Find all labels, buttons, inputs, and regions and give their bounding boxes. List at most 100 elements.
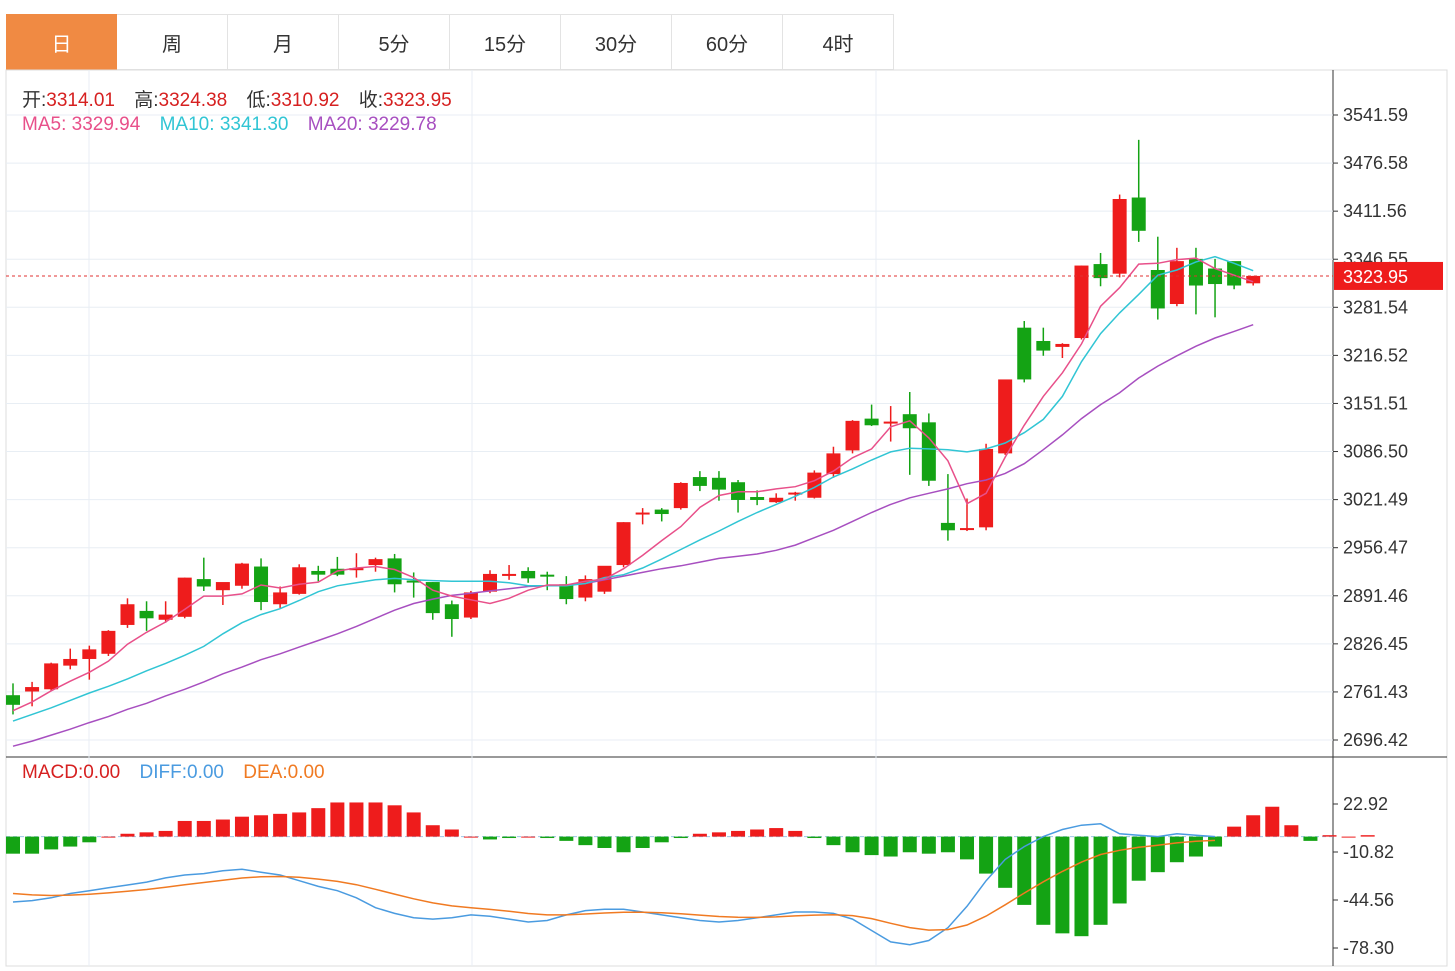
macd-bar — [1036, 836, 1051, 925]
candle-body — [1055, 343, 1070, 347]
macd-bar — [349, 802, 364, 837]
candle-body — [273, 592, 288, 605]
candle-body — [1112, 198, 1127, 274]
dea-value: 0.00 — [287, 762, 325, 783]
macd-bar — [616, 836, 631, 853]
candle-body — [673, 482, 688, 509]
macd-bar — [883, 836, 898, 857]
macd-bar — [654, 836, 669, 843]
candle-body — [1017, 327, 1032, 380]
macd-bar — [1017, 836, 1032, 905]
tab-3[interactable]: 5分 — [339, 14, 450, 70]
macd-bar — [635, 836, 650, 848]
ma20-label: MA20: — [307, 114, 363, 135]
candle-body — [845, 420, 860, 451]
macd-bar — [1150, 836, 1165, 873]
candle-body — [540, 574, 555, 577]
candle-body — [711, 477, 726, 490]
candle-body — [1169, 261, 1184, 305]
macd-bar — [845, 836, 860, 853]
price-tick-label-2: 3411.56 — [1343, 201, 1407, 221]
macd-bar — [1265, 806, 1280, 837]
macd-bar — [1055, 836, 1070, 934]
candle-body — [692, 477, 707, 486]
ma5-value: 3329.94 — [71, 114, 141, 135]
dea-label: DEA: — [243, 762, 288, 783]
candle-body — [769, 497, 784, 503]
price-tick-label-8: 3021.49 — [1343, 490, 1408, 510]
macd-bar — [387, 805, 402, 837]
price-tick-label-0: 3541.59 — [1343, 105, 1408, 125]
macd-bar — [559, 836, 574, 841]
tab-0[interactable]: 日 — [6, 14, 117, 70]
ma5-label: MA5: — [22, 114, 67, 135]
macd-bar — [273, 813, 288, 837]
candle-body — [1074, 265, 1089, 339]
candle-body — [521, 570, 536, 579]
candle-body — [349, 568, 364, 571]
macd-bar — [921, 836, 936, 854]
macd-bar — [120, 833, 135, 837]
candle-body — [215, 582, 230, 591]
candle-body — [654, 509, 669, 515]
macd-bar — [1303, 836, 1318, 841]
candle-body — [502, 573, 517, 576]
candle-body — [616, 522, 631, 566]
high-label: 高: — [134, 90, 159, 111]
price-tick-label-6: 3151.51 — [1343, 393, 1408, 413]
macd-label: MACD: — [22, 762, 84, 783]
macd-bar — [788, 830, 803, 837]
ma10-label: MA10: — [159, 114, 215, 135]
macd-bar — [502, 836, 517, 839]
macd-bar — [1227, 826, 1242, 837]
macd-bar — [750, 829, 765, 837]
candle-body — [234, 563, 249, 586]
low-value: 3310.92 — [270, 90, 340, 111]
candle-body — [1131, 197, 1146, 231]
macd-bar — [139, 832, 154, 837]
macd-bar — [540, 836, 555, 839]
macd-bar — [960, 836, 974, 860]
candle-body — [979, 448, 994, 528]
tab-2[interactable]: 月 — [228, 14, 339, 70]
macd-bar — [998, 836, 1013, 888]
candle-body — [368, 559, 383, 566]
macd-tick-label-3: -78.30 — [1343, 938, 1394, 958]
candle-body — [750, 497, 765, 500]
macd-bar — [234, 816, 249, 837]
macd-bar — [1341, 836, 1356, 838]
macd-readout: MACD:0.00 DIFF:0.00 DEA:0.00 — [22, 762, 325, 784]
price-tick-label-4: 3281.54 — [1343, 297, 1408, 317]
tab-6[interactable]: 60分 — [672, 14, 783, 70]
candle-body — [559, 584, 574, 600]
macd-bar — [25, 836, 40, 854]
ma20-line — [12, 323, 1254, 747]
period-tabs: 日周月 5分 15分 30分 60分 4时 — [6, 14, 894, 70]
candle-body — [177, 577, 192, 617]
macd-bar — [673, 836, 688, 839]
tab-7[interactable]: 4时 — [783, 14, 894, 70]
candle-body — [406, 580, 421, 583]
macd-bar — [826, 836, 841, 846]
diff-label: DIFF: — [139, 762, 188, 783]
price-tick-label-5: 3216.52 — [1343, 345, 1408, 365]
macd-bar — [940, 836, 955, 853]
tab-4[interactable]: 15分 — [450, 14, 561, 70]
close-value: 3323.95 — [383, 90, 452, 111]
ma-readout: MA5: 3329.94 MA10: 3341.30 MA20: 3229.78 — [22, 114, 437, 136]
macd-bar — [1208, 836, 1223, 847]
candle-body — [139, 610, 154, 619]
price-tick-label-1: 3476.58 — [1343, 153, 1408, 173]
candle-body — [292, 567, 307, 594]
macd-bar — [692, 833, 707, 837]
candle-body — [25, 687, 40, 692]
candle-body — [1227, 261, 1242, 286]
close-label: 收: — [358, 90, 384, 111]
macd-bar — [425, 825, 440, 837]
tab-5[interactable]: 30分 — [561, 14, 672, 70]
candle-body — [425, 582, 440, 614]
macd-bar — [979, 836, 994, 874]
macd-bar — [902, 836, 917, 853]
open-label: 开: — [22, 90, 47, 111]
macd-bar — [406, 812, 421, 837]
